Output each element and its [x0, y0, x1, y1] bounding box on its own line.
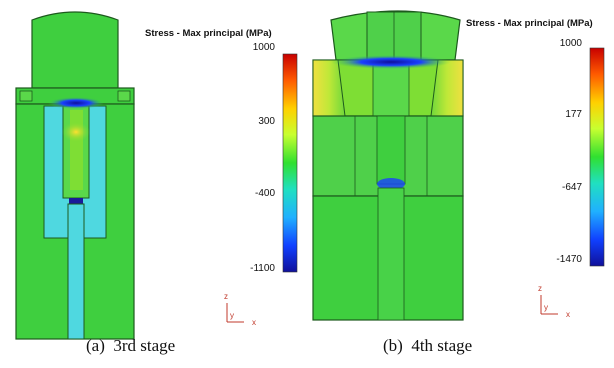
axis-label-y: y — [230, 311, 234, 320]
middle-core — [376, 115, 406, 185]
legend-4th-stage: Stress - Max principal (MPa) 1000 177 -6… — [466, 18, 605, 319]
tick-label: 177 — [565, 109, 582, 120]
tick-label: -1470 — [556, 254, 582, 265]
axis-label-z: z — [224, 292, 228, 301]
legend-3rd-stage: Stress - Max principal (MPa) 1000 300 -4… — [145, 28, 298, 327]
blue-hotspot — [48, 97, 104, 109]
tick-label: -647 — [562, 182, 582, 193]
blue-interface — [331, 55, 451, 69]
axis-label-x: x — [252, 318, 256, 327]
axis-label-y: y — [544, 303, 548, 312]
lower-pin — [67, 203, 85, 340]
legend-title: Stress - Max principal (MPa) — [145, 28, 272, 39]
colorbar — [282, 53, 298, 273]
upper-core — [372, 61, 410, 117]
tick-label: 300 — [258, 116, 275, 127]
workpiece-core — [70, 110, 83, 190]
shoulder-notch-left — [19, 90, 33, 102]
caption-4th-stage: (b) 4th stage — [383, 336, 473, 355]
lower-pin — [377, 187, 405, 321]
legend-title: Stress - Max principal (MPa) — [466, 18, 593, 29]
tick-label: 1000 — [253, 42, 276, 53]
core-tip-hotspot — [377, 178, 405, 190]
workpiece-tip — [69, 198, 83, 204]
model-3rd-stage — [15, 11, 135, 340]
caption-3rd-stage: (a) 3rd stage — [86, 336, 176, 355]
punch-head — [31, 11, 119, 89]
axis-label-x: x — [566, 310, 570, 319]
yellow-hotspot — [62, 122, 90, 142]
colorbar — [589, 47, 605, 267]
axis-triad: z y x — [224, 292, 256, 327]
axis-triad: z y x — [538, 284, 570, 319]
tick-label: -1100 — [250, 263, 275, 274]
tick-label: 1000 — [560, 38, 583, 49]
axis-label-z: z — [538, 284, 542, 293]
shoulder-notch-right — [117, 90, 131, 102]
tick-label: -400 — [255, 188, 275, 199]
model-4th-stage — [312, 10, 464, 321]
